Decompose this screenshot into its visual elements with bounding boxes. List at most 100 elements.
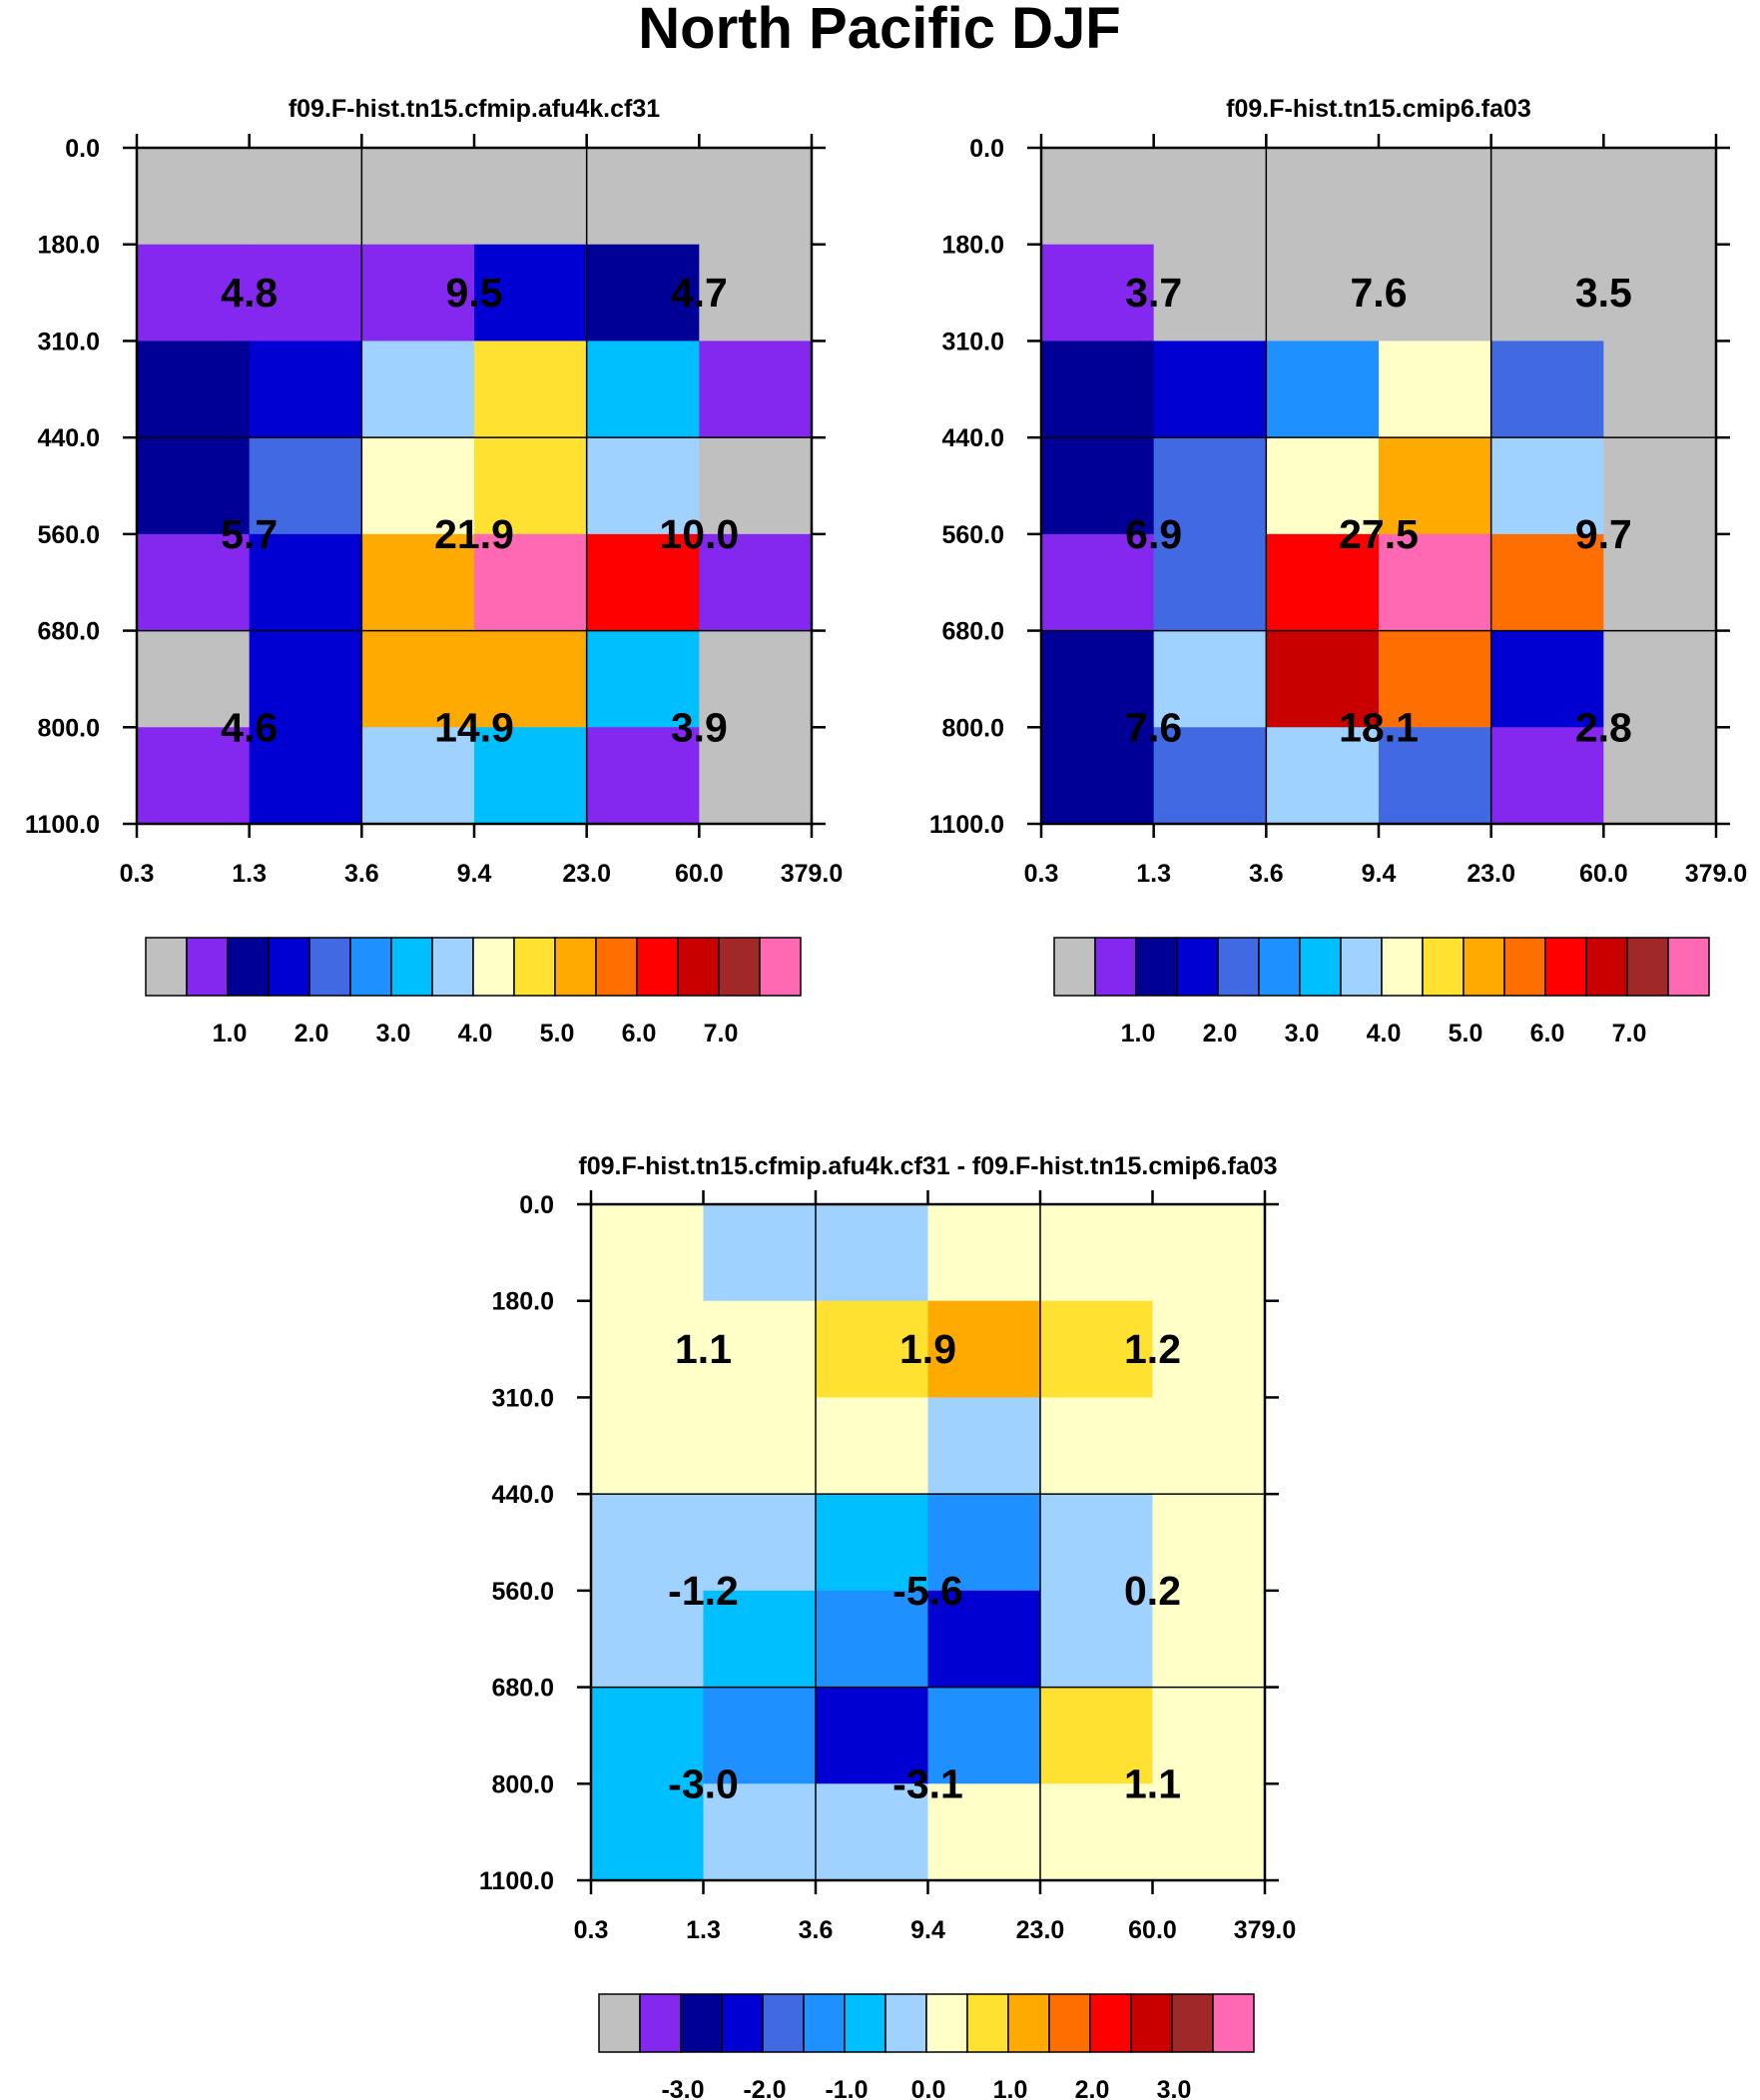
colorbar-swatch [1585, 937, 1628, 997]
y-tick-label: 440.0 [491, 1481, 554, 1509]
heatmap-cell [703, 1204, 817, 1302]
colorbar-label: -1.0 [825, 2076, 868, 2100]
colorbar-swatch [1217, 937, 1260, 997]
cell-value-label: 9.5 [446, 270, 503, 316]
heatmap-cell [1152, 1204, 1266, 1302]
colorbar-swatch [1176, 937, 1219, 997]
x-tick-label: 60.0 [675, 860, 724, 888]
heatmap-cell [361, 244, 475, 343]
heatmap-cell [1490, 244, 1604, 343]
x-tick-label: 9.4 [1362, 860, 1397, 888]
colorbar-swatch [1340, 937, 1383, 997]
heatmap-cell [586, 727, 700, 825]
y-tick-label: 0.0 [65, 135, 100, 163]
colorbar-swatch [1626, 937, 1669, 997]
colorbar-swatch [1544, 937, 1587, 997]
panels: 0.3 1.3 3.6 9.4 23.0 60.0 379.0 0.0 180.0 310.0 44… [25, 95, 1747, 2100]
heatmap-cell [1266, 341, 1380, 438]
cell-value-label: -5.6 [892, 1568, 963, 1614]
colorbar-swatch [145, 937, 188, 997]
heatmap-cell [699, 437, 813, 535]
heatmap-cell [591, 1783, 705, 1881]
heatmap-cell [474, 727, 588, 825]
x-tick-label: 379.0 [781, 860, 844, 888]
heatmap-cell [474, 244, 588, 343]
heatmap-cell [1266, 630, 1380, 728]
colorbar-label: 6.0 [622, 1020, 657, 1048]
y-tick-label: 560.0 [491, 1578, 554, 1606]
heatmap-cell [1153, 244, 1267, 343]
colorbar-swatch [759, 937, 802, 997]
colorbar-swatch [268, 937, 310, 997]
heatmap-cell [1041, 244, 1155, 343]
colorbar-label: 3.0 [376, 1020, 411, 1048]
heatmap-cell [1379, 244, 1492, 343]
colorbar-label: 3.0 [1157, 2076, 1192, 2100]
heatmap-cell [1152, 1590, 1266, 1689]
heatmap-cell [1153, 148, 1267, 246]
colorbar-swatch [227, 937, 270, 997]
heatmap-cell [1603, 437, 1717, 535]
colorbar-label: 4.0 [458, 1020, 493, 1048]
cell-value-label: 1.1 [675, 1326, 732, 1372]
heatmap-cell [249, 533, 362, 632]
cell-value-label: 14.9 [434, 704, 514, 750]
x-tick-label: 3.6 [1249, 860, 1284, 888]
x-tick-label: 0.3 [1024, 860, 1059, 888]
colorbar-swatch [186, 937, 229, 997]
x-tick-label: 0.3 [120, 860, 155, 888]
heatmap-cell [816, 1687, 929, 1784]
heatmap-cell [591, 1687, 705, 1784]
heatmap-cell [591, 1204, 705, 1302]
heatmap-cell [703, 1590, 817, 1689]
colorbar: 1.0 2.0 3.0 4.0 5.0 6.0 7.0 [1053, 937, 1710, 1048]
heatmap-cell [1040, 1687, 1154, 1784]
heatmap-cell [1153, 437, 1267, 535]
heatmap-cell [1153, 533, 1267, 632]
heatmap-cell [137, 341, 251, 438]
heatmap-cell [699, 533, 813, 632]
y-tick-label: 680.0 [491, 1675, 554, 1703]
heatmap-cell [1152, 1494, 1266, 1592]
colorbar-swatch [1299, 937, 1342, 997]
panel-title: f09.F-hist.tn15.cfmip.afu4k.cf31 [289, 95, 660, 123]
y-tick-label: 680.0 [941, 618, 1004, 646]
colorbar-swatch [595, 937, 638, 997]
cell-value-label: 21.9 [434, 511, 514, 557]
cell-value-label: 4.7 [671, 270, 728, 316]
colorbar-swatch [925, 1993, 968, 2053]
colorbar-swatch [472, 937, 515, 997]
heatmap-cell [591, 1397, 705, 1495]
heatmap-cell [1152, 1300, 1266, 1399]
y-tick-label: 310.0 [37, 328, 100, 355]
heatmap-cell [1041, 437, 1155, 535]
heatmap-cell [1603, 630, 1717, 728]
heatmap-cell [1603, 148, 1717, 246]
heatmap-cell [703, 1494, 817, 1592]
heatmap-cell [1152, 1783, 1266, 1881]
panel-3: 0.3 1.3 3.6 9.4 23.0 60.0 379.0 0.0 180.0 310.0 44… [479, 1152, 1296, 2100]
y-tick-label: 310.0 [491, 1384, 554, 1412]
heatmap-cell [591, 1590, 705, 1689]
heatmap-cell [474, 437, 588, 535]
y-tick-label: 800.0 [491, 1770, 554, 1798]
heatmap-cell [699, 244, 813, 343]
cell-value-label: 27.5 [1339, 511, 1419, 557]
heatmap-cell [699, 727, 813, 825]
panel-title: f09.F-hist.tn15.cmip6.fa03 [1226, 95, 1531, 123]
y-tick-label: 180.0 [941, 232, 1004, 260]
colorbar-swatch [1089, 1993, 1132, 2053]
colorbar-swatch [636, 937, 679, 997]
colorbar-label: 1.0 [993, 2076, 1028, 2100]
x-tick-label: 1.3 [232, 860, 267, 888]
heatmap-cell [137, 630, 251, 728]
heatmap-cell [927, 1687, 1041, 1784]
heatmap-cell [1266, 533, 1380, 632]
heatmap-cell [474, 341, 588, 438]
heatmap-cell [816, 1590, 929, 1689]
heatmap-cell [927, 1397, 1041, 1495]
heatmap-cell [1041, 148, 1155, 246]
y-tick-label: 1100.0 [25, 811, 100, 839]
y-tick-label: 560.0 [37, 521, 100, 549]
